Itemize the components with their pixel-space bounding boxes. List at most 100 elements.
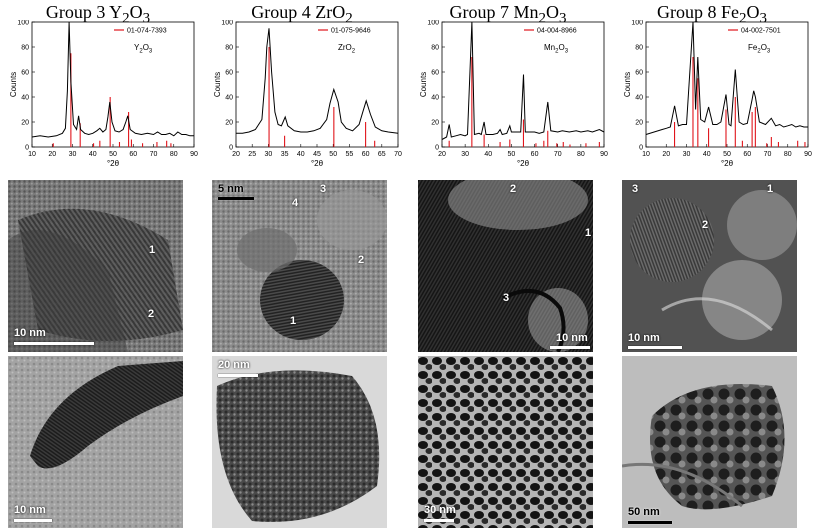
- region-number: 2: [358, 254, 365, 266]
- y-tick-label: 40: [225, 95, 233, 102]
- scale-bar-label: 10 nm: [14, 327, 46, 339]
- region-number: 1: [585, 227, 592, 239]
- x-tick-label: 60: [129, 151, 137, 158]
- y-tick-label: 80: [225, 45, 233, 52]
- plot-frame: [31, 21, 195, 148]
- scale-bar: [628, 346, 682, 349]
- x-tick-label: 20: [438, 151, 446, 158]
- x-tick-label: 70: [150, 151, 158, 158]
- x-axis-label: °2θ: [311, 159, 324, 168]
- x-tick-label: 35: [281, 151, 289, 158]
- x-tick-label: 70: [394, 151, 402, 158]
- y-tick-label: 60: [431, 70, 439, 77]
- region-number: 1: [149, 244, 156, 256]
- tem-image: 30 nm: [418, 356, 593, 528]
- y-tick-label: 80: [431, 45, 439, 52]
- x-tick-label: 80: [170, 151, 178, 158]
- x-tick-label: 60: [362, 151, 370, 158]
- group-column-4: Group 8 Fe2O3 0 20 40 60 80 100 10 20 30 40 50 60 70…: [622, 0, 812, 531]
- legend-code: 01-075-9646: [331, 28, 371, 35]
- x-tick-label: 20: [232, 151, 240, 158]
- x-tick-label: 40: [89, 151, 97, 158]
- y-tick-label: 60: [635, 70, 643, 77]
- scale-bar: [218, 374, 258, 377]
- y-axis-label: Counts: [623, 72, 632, 97]
- region-number: 1: [290, 315, 297, 327]
- y-tick-label: 100: [631, 20, 643, 27]
- x-tick-label: 80: [577, 151, 585, 158]
- y-axis-label: Counts: [419, 72, 428, 97]
- hrtem-image: 5 nm 1 2 3 4: [212, 180, 387, 352]
- group-column-2: Group 4 ZrO2 0 20 40 60 80 100 20 25 30 35 40 45 50 5…: [212, 0, 402, 531]
- legend-code: 04-002-7501: [741, 28, 781, 35]
- x-tick-label: 50: [329, 151, 337, 158]
- y-tick-label: 60: [21, 70, 29, 77]
- legend-code: 04-004-8966: [537, 28, 577, 35]
- group-title: Group 8 Fe2O3: [657, 2, 767, 27]
- y-tick-label: 40: [431, 95, 439, 102]
- hrtem-image: 1 2 3 10 nm: [418, 180, 593, 352]
- y-tick-label: 40: [635, 95, 643, 102]
- legend-formula: Mn2O3: [544, 43, 569, 55]
- tem-image: 10 nm: [8, 356, 183, 528]
- y-tick-label: 0: [639, 145, 643, 152]
- legend-formula: Fe2O3: [748, 43, 771, 55]
- group-column-3: Group 7 Mn2O3 0 20 40 60 80 100 20 30 40 50 60 70 80…: [418, 0, 608, 531]
- x-tick-label: 40: [297, 151, 305, 158]
- x-axis-label: °2θ: [107, 159, 120, 168]
- measured-pattern-line: [441, 21, 605, 140]
- scale-bar-label: 50 nm: [628, 506, 660, 518]
- measured-pattern-line: [236, 28, 399, 134]
- x-tick-label: 30: [683, 151, 691, 158]
- scale-bar: [550, 346, 590, 349]
- y-tick-label: 80: [21, 45, 29, 52]
- xrd-chart: 0 20 40 60 80 100 20 30 40 50 60 70 80 90 Counts °2θ 04-…: [418, 20, 608, 170]
- region-number: 3: [632, 183, 639, 195]
- xrd-chart: 0 20 40 60 80 100 20 25 30 35 40 45 50 55 60 65 70 Counts…: [212, 20, 402, 170]
- x-axis-label: °2θ: [721, 159, 734, 168]
- scale-bar: [424, 519, 454, 522]
- x-tick-label: 30: [461, 151, 469, 158]
- y-tick-label: 100: [221, 20, 233, 27]
- y-tick-label: 100: [427, 20, 439, 27]
- region-number: 3: [320, 183, 327, 195]
- y-tick-label: 20: [635, 120, 643, 127]
- x-tick-label: 60: [531, 151, 539, 158]
- x-tick-label: 50: [109, 151, 117, 158]
- x-axis-label: °2θ: [517, 159, 530, 168]
- region-number: 3: [503, 292, 510, 304]
- x-tick-label: 90: [804, 151, 812, 158]
- legend-code: 01-074-7393: [127, 28, 167, 35]
- x-tick-label: 10: [28, 151, 36, 158]
- scale-bar-label: 5 nm: [218, 183, 244, 195]
- y-tick-label: 20: [225, 120, 233, 127]
- scale-bar: [628, 521, 672, 524]
- x-tick-label: 50: [723, 151, 731, 158]
- x-tick-label: 90: [600, 151, 608, 158]
- y-axis-label: Counts: [213, 72, 222, 97]
- x-tick-label: 20: [662, 151, 670, 158]
- scale-bar-label: 10 nm: [628, 332, 660, 344]
- hrtem-image: 1 2 3 10 nm: [622, 180, 797, 352]
- xrd-chart: 0 20 40 60 80 100 10 20 30 40 50 60 70 80 90 Counts °2θ 0…: [622, 20, 812, 170]
- scale-bar-label: 20 nm: [218, 359, 250, 371]
- scale-bar: [14, 519, 52, 522]
- group-title: Group 3 Y2O3: [45, 2, 151, 27]
- hrtem-image: 1 2 10 nm: [8, 180, 183, 352]
- x-tick-label: 50: [508, 151, 516, 158]
- group-title: Group 7 Mn2O3: [449, 2, 567, 27]
- region-number: 1: [767, 183, 774, 195]
- y-tick-label: 0: [435, 145, 439, 152]
- region-number: 2: [510, 183, 517, 195]
- measured-pattern-line: [645, 21, 808, 135]
- x-tick-label: 10: [642, 151, 650, 158]
- plot-frame: [235, 21, 399, 148]
- x-tick-label: 55: [346, 151, 354, 158]
- tem-image: 20 nm: [212, 356, 387, 528]
- x-tick-label: 60: [743, 151, 751, 158]
- legend-formula: Y2O3: [134, 43, 153, 55]
- y-tick-label: 0: [25, 145, 29, 152]
- x-tick-label: 70: [554, 151, 562, 158]
- y-tick-label: 0: [229, 145, 233, 152]
- x-tick-label: 40: [484, 151, 492, 158]
